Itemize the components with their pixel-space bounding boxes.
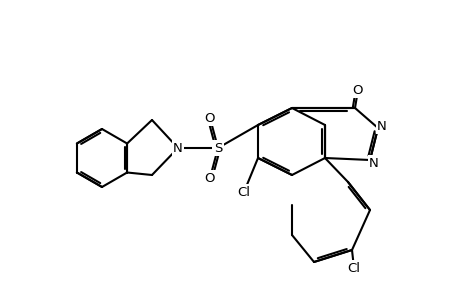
- Text: O: O: [204, 172, 215, 184]
- Text: O: O: [352, 83, 363, 97]
- Text: O: O: [204, 112, 215, 124]
- Text: Cl: Cl: [347, 262, 360, 275]
- Text: N: N: [376, 119, 386, 133]
- Text: S: S: [213, 142, 222, 154]
- Text: N: N: [368, 157, 378, 169]
- Text: Cl: Cl: [237, 185, 250, 199]
- Text: N: N: [173, 142, 183, 154]
